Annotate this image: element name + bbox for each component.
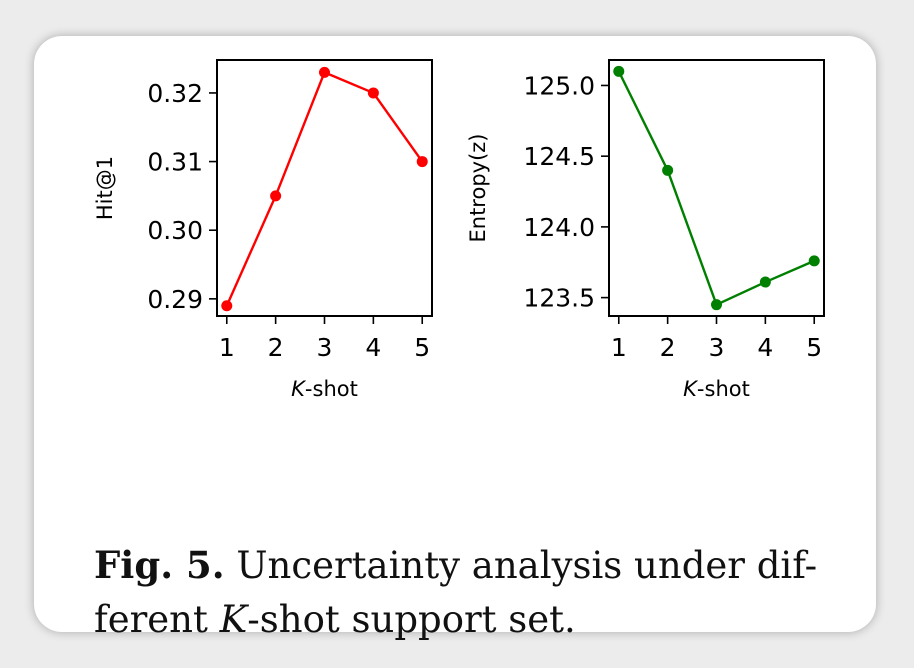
x-axis-label-italic: K (291, 377, 307, 401)
data-point (711, 299, 722, 311)
x-axis-label: K-shot (683, 377, 750, 401)
data-point (613, 65, 625, 77)
series-line (617, 70, 815, 306)
y-tick-label: 124.0 (523, 213, 595, 242)
x-tick-label: 4 (365, 333, 381, 362)
y-tick-label: 124.5 (523, 142, 595, 171)
x-axis-label-rest: -shot (305, 377, 358, 401)
x-tick-label: 1 (611, 333, 627, 362)
x-axis-label: K-shot (291, 377, 358, 401)
data-point (367, 87, 379, 99)
caption-k-italic: K (219, 598, 248, 641)
data-point (759, 276, 771, 288)
y-axis-label: Entropy(z) (466, 134, 490, 243)
x-tick-label: 5 (806, 333, 822, 362)
x-tick-label: 5 (414, 333, 430, 362)
data-point (221, 300, 233, 312)
x-tick-label: 2 (268, 333, 284, 362)
chart-1: 1 2 3 4 5 0.29 0.30 0.31 0.32 K-shot Hit@1 (93, 59, 433, 401)
x-axis-label-rest: -shot (697, 377, 750, 401)
data-point (319, 66, 330, 78)
data-point (662, 164, 674, 176)
data-point (808, 255, 820, 267)
caption-label: Fig. 5. (94, 543, 225, 587)
caption-text-1: Uncertainty analysis under dif- (224, 544, 818, 587)
y-tick-label: 123.5 (523, 284, 595, 313)
caption-text-3: -shot support set. (247, 598, 576, 641)
y-tick-label: 0.30 (147, 216, 203, 245)
data-point (270, 190, 282, 202)
x-tick-label: 2 (660, 333, 676, 362)
x-tick-label: 3 (709, 333, 725, 362)
plot-frame (216, 59, 433, 317)
y-axis-label: Hit@1 (93, 156, 117, 220)
chart-2: 1 2 3 4 5 123.5 124.0 124.5 125.0 K-shot Entropy(z… (466, 59, 825, 401)
series-line (225, 71, 424, 307)
y-tick-label: 0.32 (147, 79, 203, 108)
x-axis-label-italic: K (683, 377, 699, 401)
y-tick-label: 125.0 (523, 71, 595, 100)
x-tick-label: 3 (317, 333, 333, 362)
caption-text-2: ferent (94, 598, 220, 641)
y-tick-label: 0.31 (147, 148, 203, 177)
x-tick-label: 1 (219, 333, 235, 362)
x-tick-label: 4 (757, 333, 773, 362)
figure-caption: Fig. 5. Uncertainty analysis under dif-f… (94, 538, 894, 647)
data-point (416, 156, 428, 168)
y-tick-label: 0.29 (147, 285, 203, 314)
plot-frame (608, 59, 825, 317)
figure-card: 1 2 3 4 5 0.29 0.30 0.31 0.32 K-shot Hit@1 1 2 3 4 5 123… (34, 36, 876, 641)
